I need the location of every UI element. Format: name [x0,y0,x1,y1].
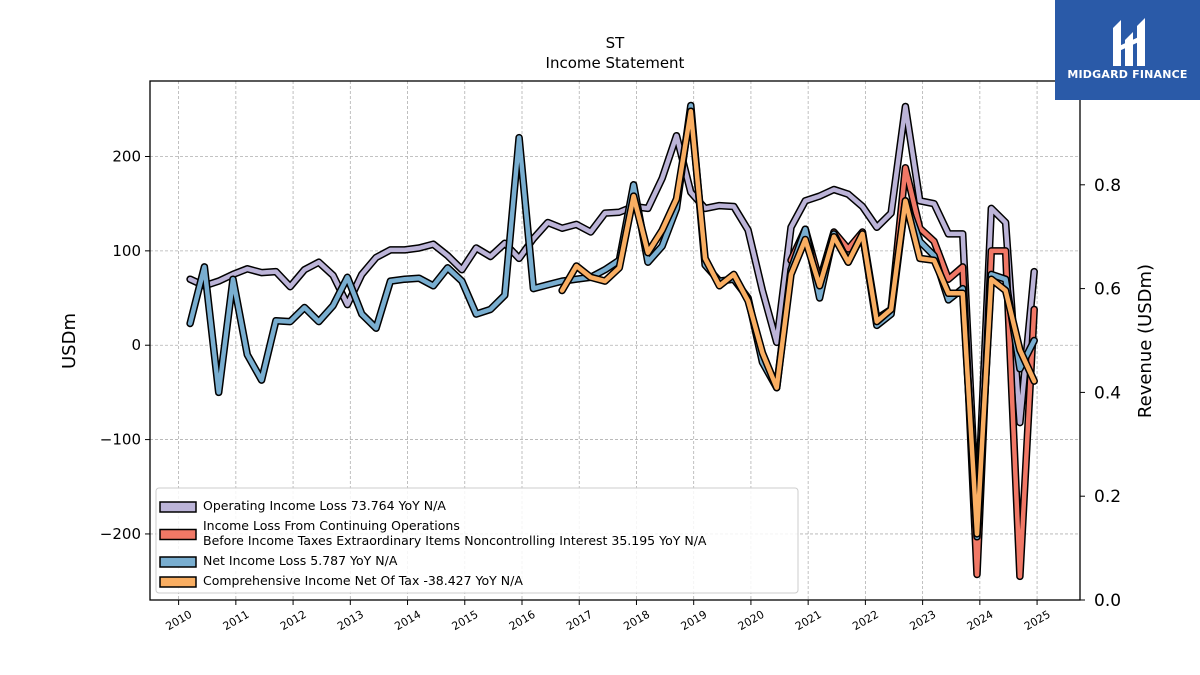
midgard-logo-icon [1113,18,1145,66]
x-tick-label: 2016 [507,608,538,633]
chart-title: ST [606,34,626,52]
x-tick-label: 2019 [679,608,710,633]
y-tick-label-right: 0.0 [1094,591,1121,611]
x-tick-label: 2020 [736,608,767,633]
series-lines [186,101,1038,581]
legend: Operating Income Loss 73.764 YoY N/A Inco… [155,487,799,594]
series-line [187,104,1037,525]
legend-label: Income Loss From Continuing Operations [203,518,460,533]
x-tick-label: 2014 [392,608,423,633]
series-line [559,108,1037,537]
legend-swatch [159,501,197,513]
x-tick-label: 2023 [907,608,938,633]
brand-name: MIDGARD FINANCE [1067,68,1188,81]
y-tick-label-left: 100 [112,242,141,260]
x-tick-label: 2022 [850,608,881,633]
legend-swatch [159,556,197,568]
x-tick-label: 2025 [1022,608,1053,633]
x-tick-label: 2012 [278,608,309,633]
legend-label: Net Income Loss 5.787 YoY N/A [203,553,398,568]
legend-label: Before Income Taxes Extraordinary Items … [203,533,707,548]
x-tick-label: 2021 [793,608,824,633]
chart-subtitle: Income Statement [546,54,685,72]
y-tick-label-left: −100 [100,431,141,449]
y-tick-label-left: 0 [131,336,141,354]
legend-box [155,487,799,594]
y-tick-label-right: 0.2 [1094,487,1121,507]
y-tick-label-right: 0.4 [1094,383,1121,403]
x-tick-label: 2024 [965,608,996,633]
y-axis-label-left: USDm [59,313,80,369]
legend-label: Operating Income Loss 73.764 YoY N/A [203,498,446,513]
y-tick-label-right: 0.6 [1094,280,1121,300]
x-tick-label: 2013 [335,608,366,633]
legend-label: Comprehensive Income Net Of Tax -38.427 … [203,573,523,588]
x-tick-label: 2011 [221,608,252,633]
x-tick-label: 2010 [163,608,194,633]
x-tick-label: 2018 [621,608,652,633]
y-axis-label-right: Revenue (USDm) [1135,264,1156,418]
legend-swatch [159,576,197,588]
y-tick-label-left: −200 [100,525,141,543]
brand-logo: MIDGARD FINANCE [1055,0,1200,100]
x-tick-label: 2015 [450,608,481,633]
plot-frame [149,80,1081,601]
legend-swatch [159,528,197,541]
y-tick-label-left: 200 [112,147,141,165]
series-4 [558,107,1038,538]
x-tick-label: 2017 [564,608,595,633]
y-tick-label-right: 0.8 [1094,176,1121,196]
series-1 [186,102,1038,527]
